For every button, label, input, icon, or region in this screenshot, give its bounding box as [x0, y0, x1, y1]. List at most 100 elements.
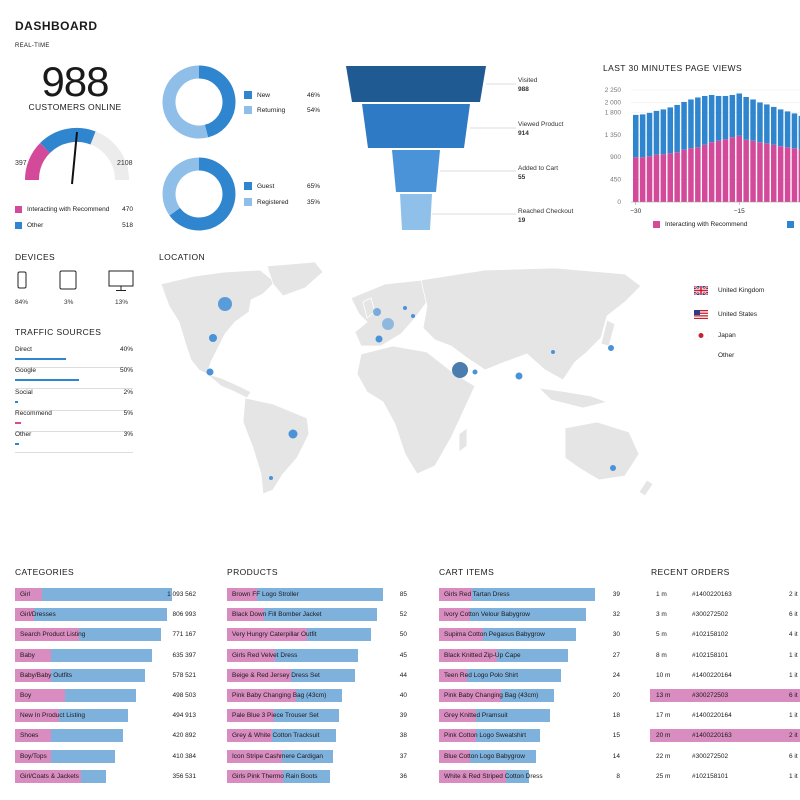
cart-label: Teen Red Logo Polo Shirt	[444, 671, 519, 679]
categories-row[interactable]: Search Product Listing 771 167	[15, 628, 200, 642]
categories-row[interactable]: Shoes 420 892	[15, 729, 200, 743]
devices-title: DEVICES	[15, 252, 56, 262]
cart-row[interactable]: Blue Cotton Logo Babygrow 14	[439, 749, 623, 763]
pageviews-chart: 2 250 2 000 1 800 1 350 900 450 0 −30 −15	[605, 87, 800, 215]
map-new-zealand	[638, 479, 654, 497]
cart-value: 14	[612, 752, 620, 760]
cart-value: 8	[616, 772, 620, 780]
cart-bar-recommend	[439, 709, 477, 723]
categories-row[interactable]: New In Product Listing 494 913	[15, 709, 200, 723]
products-bar-recommend	[227, 689, 296, 702]
order-time: 8 m	[656, 651, 667, 659]
funnel-stage-viewed	[362, 104, 470, 148]
categories-row[interactable]: Girl/Coats & Jackets 356 531	[15, 769, 200, 783]
pageviews-bar-series1	[743, 96, 749, 140]
map-dot-uk	[373, 308, 381, 316]
categories-value: 498 503	[172, 692, 197, 699]
cart-label: Black Knitted Zip-Up Cape	[444, 651, 521, 659]
pageviews-bar-series0	[743, 139, 749, 202]
products-row[interactable]: Beige & Red Jersey Dress Set 44	[227, 668, 411, 682]
cart-row[interactable]: Grey Knitted Pramsuit 18	[439, 709, 623, 723]
order-id: #1400220163	[692, 732, 732, 740]
traffic-bar	[15, 400, 18, 403]
products-row[interactable]: Very Hungry Caterpillar Outfit 50	[227, 628, 411, 642]
pageviews-bar-series1	[681, 101, 687, 150]
products-row[interactable]: Brown FF Logo Stroller 85	[227, 588, 411, 601]
online-legend-other: Other 518	[15, 222, 133, 229]
order-time: 25 m	[656, 772, 671, 780]
funnel-stage-visited	[346, 66, 486, 102]
funnel-value-checkout: 19	[518, 217, 526, 224]
cart-label: Pink Baby Changing Bag (43cm)	[444, 692, 539, 699]
products-row[interactable]: Girls Red Velvet Dress 45	[227, 648, 411, 662]
products-row[interactable]: Icon Stripe Cashmere Cardigan 37	[227, 749, 411, 763]
order-row[interactable]: 20 m #1400220163 2 it	[650, 729, 800, 743]
order-row[interactable]: 17 m #1400220164 1 it	[650, 709, 800, 722]
pageviews-bar-series1	[639, 114, 646, 158]
cart-row[interactable]: Supima Cotton Pegasus Babygrow 30	[439, 628, 623, 642]
cart-row[interactable]: Pink Cotton Logo Sweatshirt 15	[439, 729, 623, 743]
cart-title: CART ITEMS	[439, 567, 495, 577]
pageviews-bar-series1	[764, 104, 770, 144]
products-bar	[227, 588, 383, 601]
cart-value: 24	[612, 671, 620, 679]
funnel-value-cart: 55	[518, 174, 526, 181]
cart-row[interactable]: Ivory Cotton Velour Babygrow 32	[439, 608, 623, 622]
pageviews-bar-series0	[798, 149, 800, 202]
pageviews-bar-series0	[722, 139, 729, 202]
categories-row[interactable]: Girl/Dresses 806 993	[15, 608, 200, 622]
products-value: 36	[399, 772, 407, 780]
pageviews-bar-series0	[653, 154, 660, 202]
donut-guest-segment-registered	[162, 157, 200, 216]
pageviews-ytick: 1 350	[605, 132, 622, 139]
products-label: Pink Baby Changing Bag (43cm)	[232, 692, 327, 699]
traffic-bar	[15, 421, 22, 424]
map-dot-brazil	[288, 429, 298, 439]
categories-value: 494 913	[172, 712, 197, 720]
cart-row[interactable]: Pink Baby Changing Bag (43cm) 20	[439, 689, 623, 702]
products-row[interactable]: Black Down Fill Bomber Jacket 52	[227, 608, 411, 622]
cart-row[interactable]: Black Knitted Zip-Up Cape 27	[439, 648, 623, 662]
map-asia	[420, 267, 642, 381]
pageviews-bar-series1	[722, 95, 729, 140]
products-label: Girls Red Velvet Dress	[232, 651, 298, 659]
us-flag-icon	[694, 310, 708, 319]
pageviews-bar-series1	[777, 109, 784, 147]
cart-row[interactable]: Girls Red Tartan Dress 39	[439, 588, 623, 601]
products-row[interactable]: Pale Blue 3 Piece Trouser Set 39	[227, 709, 411, 723]
products-row[interactable]: Pink Baby Changing Bag (43cm) 40	[227, 689, 411, 702]
order-row[interactable]: 22 m #300272502 6 it	[650, 750, 800, 763]
pageviews-ytick: 2 000	[605, 99, 622, 106]
categories-row[interactable]: Boy 498 503	[15, 689, 200, 702]
gauge-max: 2108	[117, 160, 133, 167]
products-row[interactable]: Girls Pink Thermo Rain Boots 36	[227, 769, 411, 783]
categories-row[interactable]: Baby 635 397	[15, 648, 200, 662]
cart-label: Girls Red Tartan Dress	[444, 591, 510, 598]
order-qty: 2 it	[789, 732, 798, 740]
categories-row[interactable]: Girl 1 093 562	[15, 588, 200, 601]
cart-row[interactable]: Teen Red Logo Polo Shirt 24	[439, 668, 623, 682]
pageviews-bar-series0	[777, 146, 784, 202]
categories-row[interactable]: Baby/Baby Outfits 578 521	[15, 668, 200, 682]
products-value: 45	[399, 651, 407, 659]
order-row[interactable]: 10 m #1400220164 1 it	[650, 669, 800, 682]
cart-row[interactable]: White & Red Striped Cotton Dress 8	[439, 769, 623, 783]
order-row[interactable]: 5 m #102158102 4 it	[650, 628, 800, 641]
order-row[interactable]: 25 m #102158101 1 it	[650, 770, 800, 783]
gauge-recommend-arc	[24, 143, 51, 181]
map-europe	[350, 279, 428, 347]
order-row[interactable]: 8 m #102158101 1 it	[650, 649, 800, 662]
pageviews-ytick: 2 250	[605, 87, 622, 94]
smartphone-icon	[17, 271, 27, 289]
map-dot-canada	[218, 297, 232, 311]
products-row[interactable]: Grey & White Cotton Tracksuit 38	[227, 729, 411, 743]
categories-row[interactable]: Boy/Tops 410 384	[15, 749, 200, 763]
order-time: 17 m	[656, 712, 671, 720]
order-row[interactable]: 1 m #1400220163 2 it	[650, 588, 800, 601]
categories-bar-recommend	[15, 769, 81, 783]
cart-value: 39	[612, 591, 620, 598]
order-row[interactable]: 13 m #300272503 6 it	[650, 689, 800, 702]
categories-bar-recommend	[15, 709, 59, 723]
order-row[interactable]: 3 m #300272502 6 it	[650, 608, 800, 621]
pageviews-bar-series0	[729, 137, 736, 202]
